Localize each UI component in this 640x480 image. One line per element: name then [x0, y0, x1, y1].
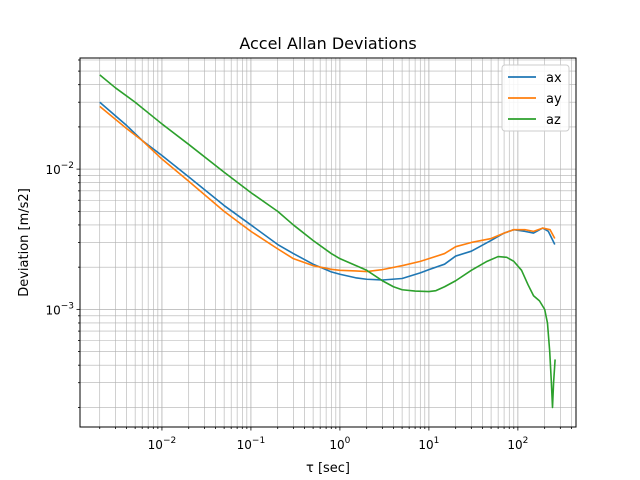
grid-layer [80, 58, 576, 427]
tick-label: 10−2 [45, 161, 74, 177]
series-line-az [99, 74, 556, 409]
legend-label-ax: ax [546, 71, 562, 86]
tick-label: 10−3 [45, 301, 74, 317]
series-layer [99, 74, 556, 409]
legend-label-az: az [546, 113, 561, 128]
tick-label: 102 [507, 436, 528, 452]
chart-title: Accel Allan Deviations [239, 34, 416, 53]
tick-label: 100 [329, 436, 350, 452]
y-axis-label: Deviation [m/s2] [17, 188, 32, 297]
tick-layer: 10−2 10−1 100 101 102 10−3 10−2 [45, 59, 572, 452]
tick-label: 101 [418, 436, 439, 452]
legend-label-ay: ay [546, 92, 562, 107]
tick-label: 10−1 [237, 436, 266, 452]
series-line-ay [99, 105, 556, 273]
x-axis-label: τ [sec] [306, 461, 350, 476]
tick-label: 10−2 [148, 436, 177, 452]
legend: ax ay az [501, 64, 570, 132]
